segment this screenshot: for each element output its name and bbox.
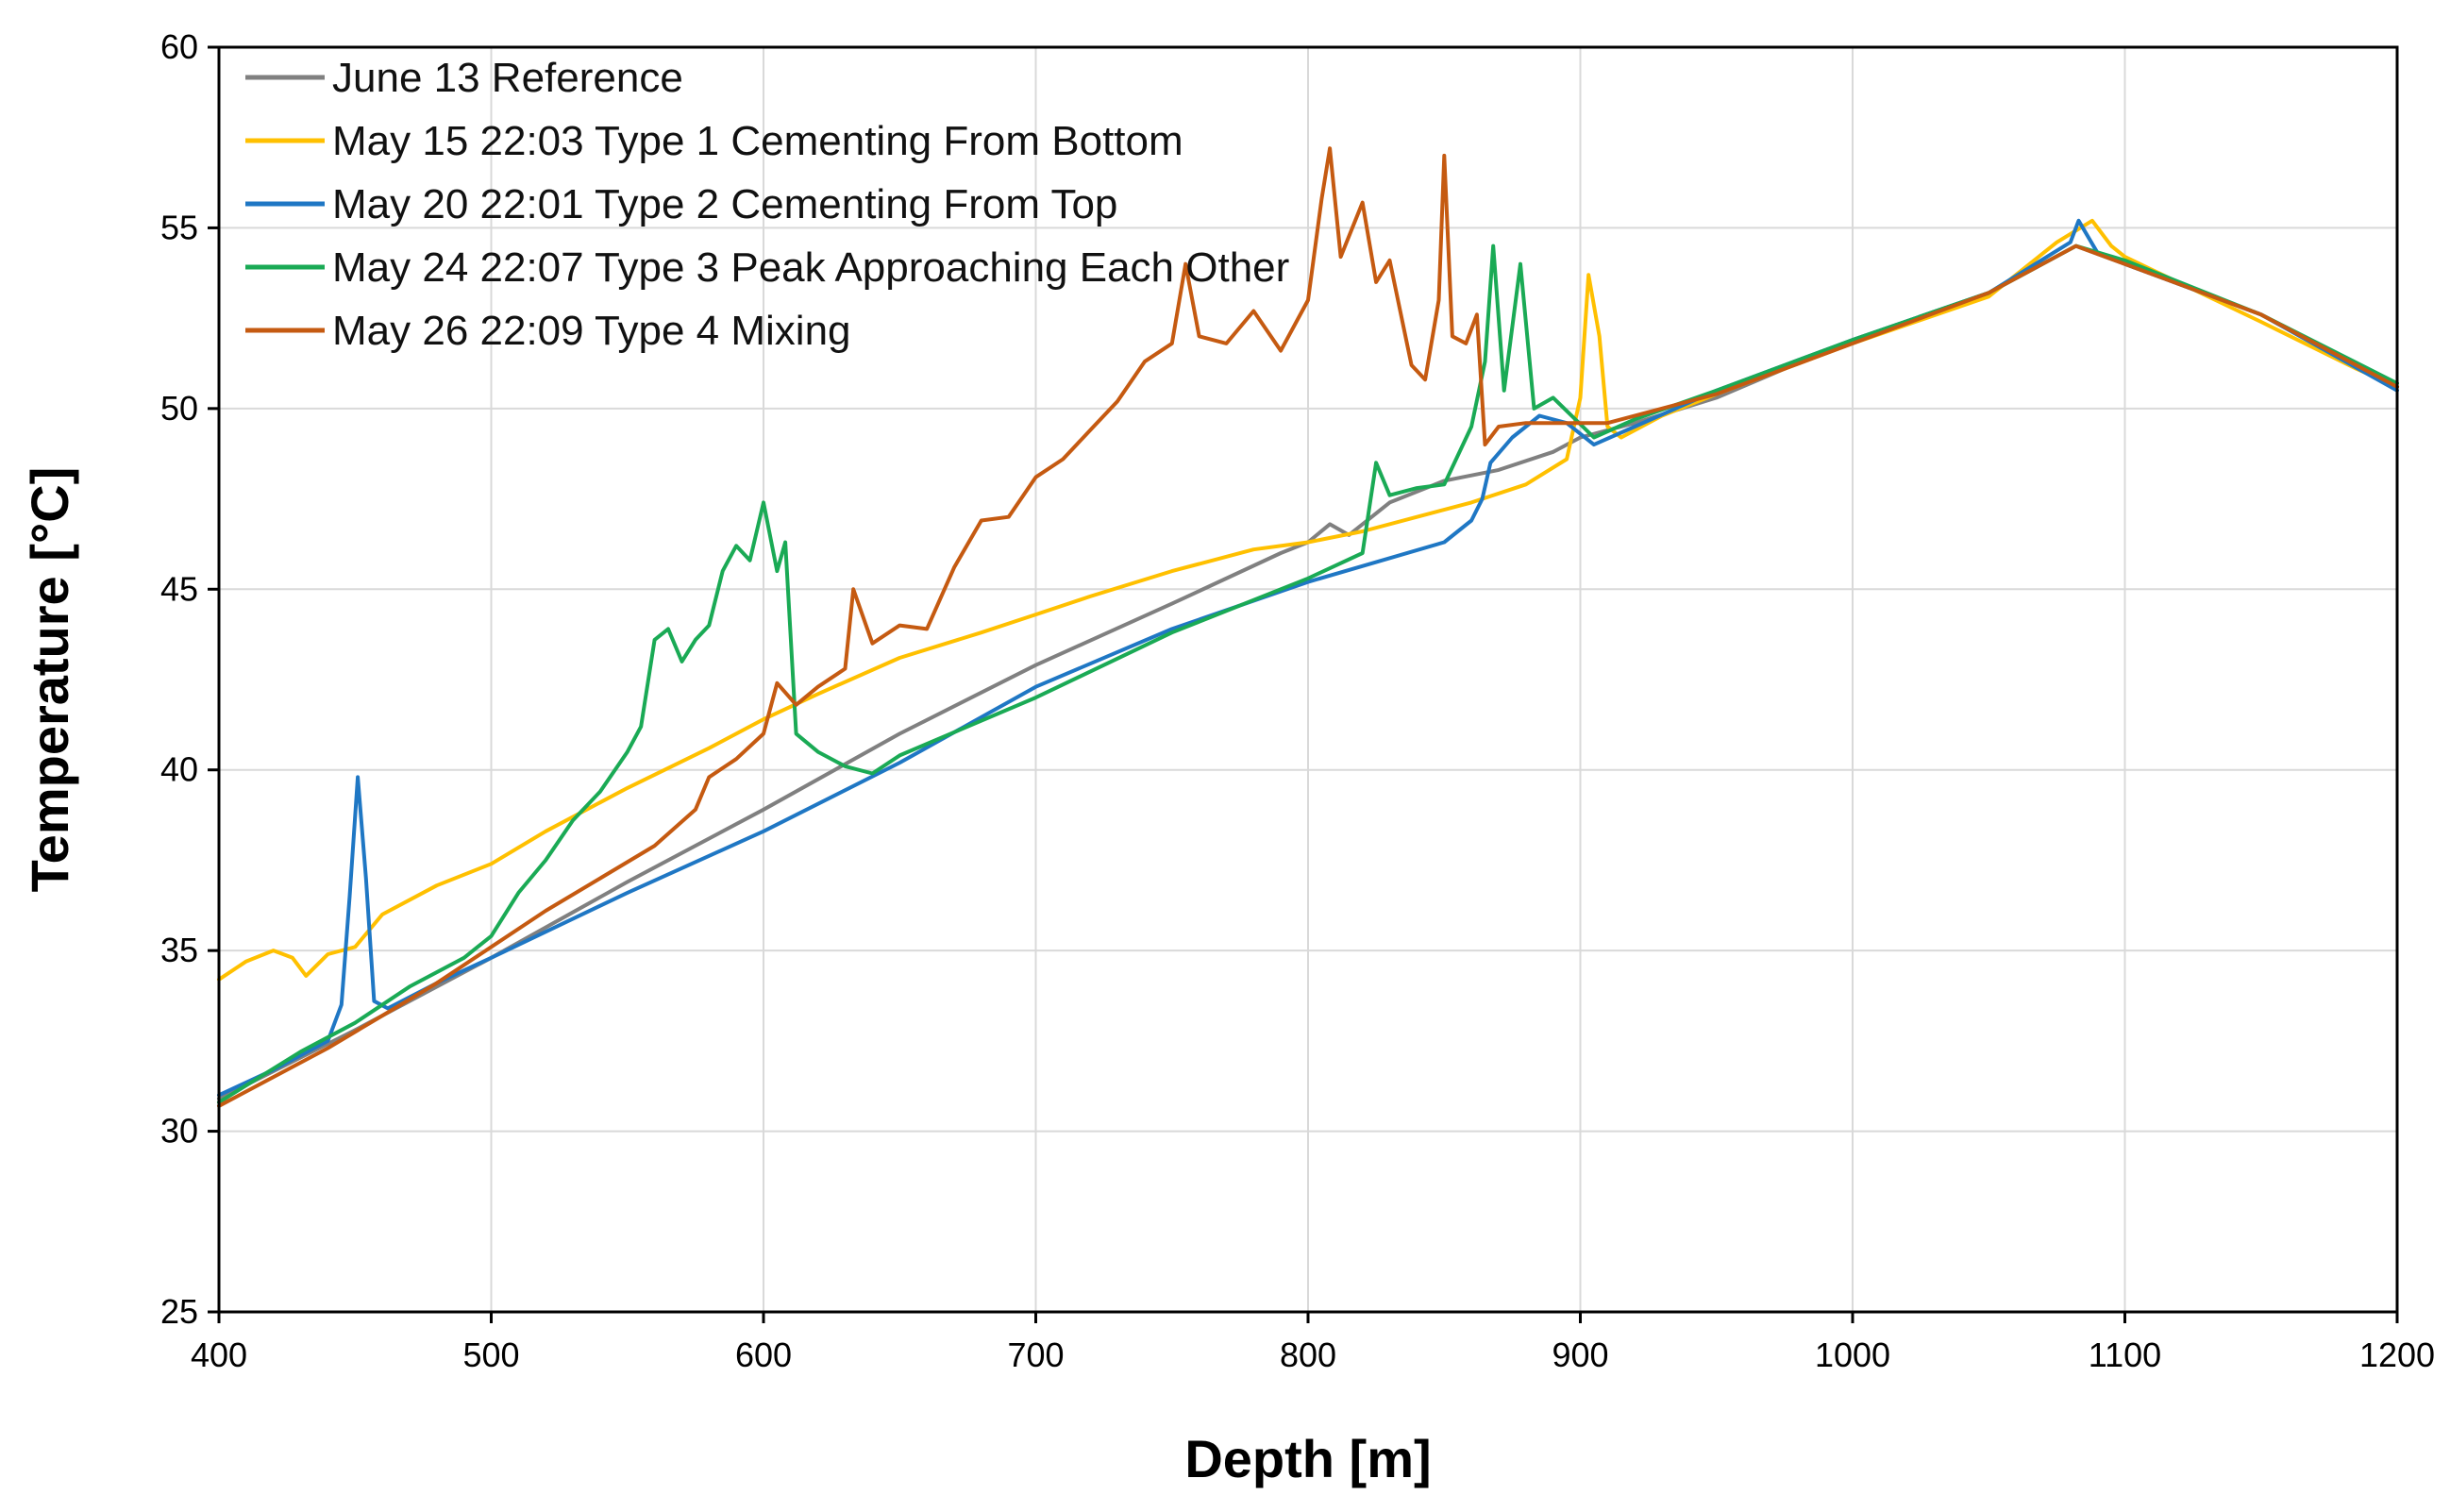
series-lines	[217, 146, 2399, 1108]
x-tick-label: 400	[191, 1336, 247, 1374]
x-tick-label: 800	[1280, 1336, 1336, 1374]
series-line-5	[217, 146, 2399, 1108]
y-tick-label: 60	[160, 27, 198, 66]
series-line-4	[217, 244, 2399, 1104]
x-axis-title: Depth [m]	[1184, 1429, 1431, 1488]
x-tick-label: 700	[1007, 1336, 1064, 1374]
x-tick-label: 1100	[2089, 1336, 2161, 1374]
y-tick-label: 35	[160, 931, 198, 969]
legend: June 13 Reference May 15 22:03 Type 1 Cem…	[245, 55, 1289, 354]
legend-label-4: May 24 22:07 Type 3 Peak Approaching Eac…	[332, 244, 1289, 291]
series-line-2	[217, 218, 2399, 982]
legend-label-3: May 20 22:01 Type 2 Cementing From Top	[332, 181, 1117, 227]
x-tick-label: 1200	[2359, 1336, 2435, 1374]
series-line-3	[217, 218, 2399, 1098]
y-tick-label: 45	[160, 569, 198, 608]
y-axis-title: Temperature [°C]	[20, 467, 79, 893]
y-tick-label: 25	[160, 1292, 198, 1331]
y-tick-label: 30	[160, 1112, 198, 1151]
y-tick-label: 40	[160, 750, 198, 789]
grid-lines	[219, 47, 2397, 1312]
y-tick-label: 55	[160, 208, 198, 246]
y-tick-label: 50	[160, 389, 198, 428]
legend-label-2: May 15 22:03 Type 1 Cementing From Botto…	[332, 118, 1183, 164]
x-tick-label: 1000	[1815, 1336, 1890, 1374]
axis-ticks: 400 500 600 700 800 900 1000 1100 1200 25 30 35 40 45…	[160, 27, 2435, 1374]
legend-label-1: June 13 Reference	[332, 55, 683, 101]
x-tick-label: 500	[462, 1336, 519, 1374]
legend-label-5: May 26 22:09 Type 4 Mixing	[332, 308, 851, 354]
x-tick-label: 900	[1552, 1336, 1608, 1374]
x-tick-label: 600	[735, 1336, 792, 1374]
